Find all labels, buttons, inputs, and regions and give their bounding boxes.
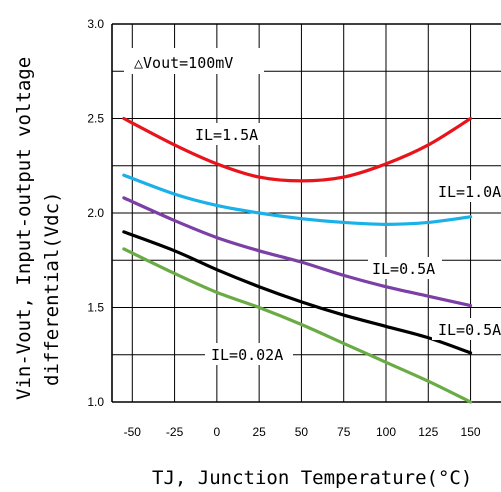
x-axis-title: TJ, Junction Temperature(°C) bbox=[152, 467, 472, 489]
x-tick-label: 0 bbox=[214, 425, 221, 439]
y-axis-title-line1: Vin-Vout, Input-output voltage bbox=[13, 57, 35, 400]
series-label-il-0-5a-black: IL=0.5A bbox=[438, 321, 501, 339]
label-bg-1 bbox=[186, 123, 264, 145]
y-axis-title-line2: differential(Vdc) bbox=[41, 192, 63, 386]
tick-labels: 1.0 1.5 2.0 2.5 3.0 -50 -25 0 25 50 75 100 125 150 bbox=[87, 17, 481, 439]
label-bg-5 bbox=[205, 343, 293, 365]
y-tick-label: 3.0 bbox=[87, 17, 104, 31]
x-tick-label: 25 bbox=[252, 425, 266, 439]
x-tick-label: -50 bbox=[124, 425, 142, 439]
x-tick-label: -25 bbox=[166, 425, 184, 439]
series-layer bbox=[122, 116, 473, 404]
x-tick-label: 100 bbox=[376, 425, 396, 439]
y-tick-label: 1.0 bbox=[87, 395, 104, 409]
y-tick-label: 2.0 bbox=[87, 206, 104, 220]
y-tick-label: 2.5 bbox=[87, 112, 104, 126]
x-tick-label: 50 bbox=[295, 425, 309, 439]
x-tick-label: 150 bbox=[461, 425, 481, 439]
y-tick-label: 1.5 bbox=[87, 301, 104, 315]
series-line-4 bbox=[122, 247, 473, 404]
label-bg-2 bbox=[432, 180, 501, 202]
series-line-0 bbox=[122, 116, 473, 183]
series-label-il-0-5a-purple: IL=0.5A bbox=[372, 260, 435, 278]
series-line-3 bbox=[122, 230, 473, 355]
series-label-il-1-0a: IL=1.0A bbox=[438, 183, 501, 201]
annotation-box bbox=[124, 48, 264, 74]
label-bg-3 bbox=[368, 257, 442, 279]
x-tick-label: 125 bbox=[418, 425, 438, 439]
series-label-il-0-02a: IL=0.02A bbox=[211, 346, 283, 364]
annotation-dvout: △Vout=100mV bbox=[134, 54, 233, 72]
grid bbox=[111, 23, 501, 403]
series-label-il-1-5a: IL=1.5A bbox=[195, 126, 258, 144]
x-tick-label: 75 bbox=[337, 425, 351, 439]
label-bg-4 bbox=[432, 318, 501, 340]
series-line-1 bbox=[122, 173, 473, 226]
series-line-2 bbox=[122, 196, 473, 308]
